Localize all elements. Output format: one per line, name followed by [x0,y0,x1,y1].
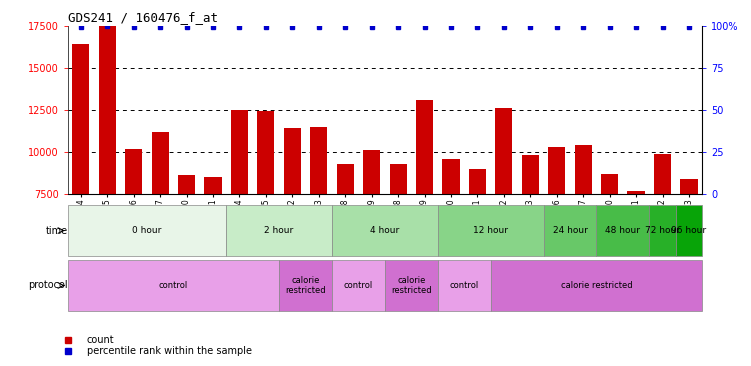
Bar [416,100,433,194]
Text: time: time [46,225,68,236]
Bar [495,108,512,194]
Bar [178,175,195,194]
Bar [279,260,332,311]
Bar [204,177,222,194]
Bar [680,179,698,194]
Bar [596,205,650,256]
Text: control: control [450,281,479,290]
Bar [442,158,460,194]
Bar [522,155,539,194]
Bar [363,150,380,194]
Text: 0 hour: 0 hour [132,226,161,235]
Text: 12 hour: 12 hour [473,226,508,235]
Bar [258,112,275,194]
Bar [438,205,544,256]
Bar [332,205,438,256]
Text: percentile rank within the sample: percentile rank within the sample [86,346,252,356]
Bar [336,164,354,194]
Bar [469,169,486,194]
Bar [601,174,618,194]
Bar [226,205,332,256]
Bar [68,205,226,256]
Bar [628,191,644,194]
Text: 4 hour: 4 hour [370,226,400,235]
Bar [490,260,702,311]
Text: calorie
restricted: calorie restricted [285,276,326,295]
Bar [676,205,702,256]
Bar [72,44,89,194]
Text: 96 hour: 96 hour [671,226,707,235]
Bar [152,132,169,194]
Bar [231,110,248,194]
Text: calorie
restricted: calorie restricted [391,276,432,295]
Bar [310,127,327,194]
Text: 72 hour: 72 hour [645,226,680,235]
Text: control: control [344,281,373,290]
Text: 24 hour: 24 hour [553,226,587,235]
Text: control: control [158,281,188,290]
Text: protocol: protocol [28,280,68,291]
Bar [548,147,566,194]
Bar [98,26,116,194]
Bar [332,260,385,311]
Bar [575,145,592,194]
Bar [544,205,596,256]
Text: 2 hour: 2 hour [264,226,294,235]
Bar [650,205,676,256]
Text: count: count [86,335,114,346]
Bar [284,128,301,194]
Bar [68,260,279,311]
Text: calorie restricted: calorie restricted [560,281,632,290]
Bar [125,149,142,194]
Text: 48 hour: 48 hour [605,226,641,235]
Text: GDS241 / 160476_f_at: GDS241 / 160476_f_at [68,11,218,25]
Bar [438,260,490,311]
Bar [385,260,438,311]
Bar [654,154,671,194]
Bar [390,164,407,194]
